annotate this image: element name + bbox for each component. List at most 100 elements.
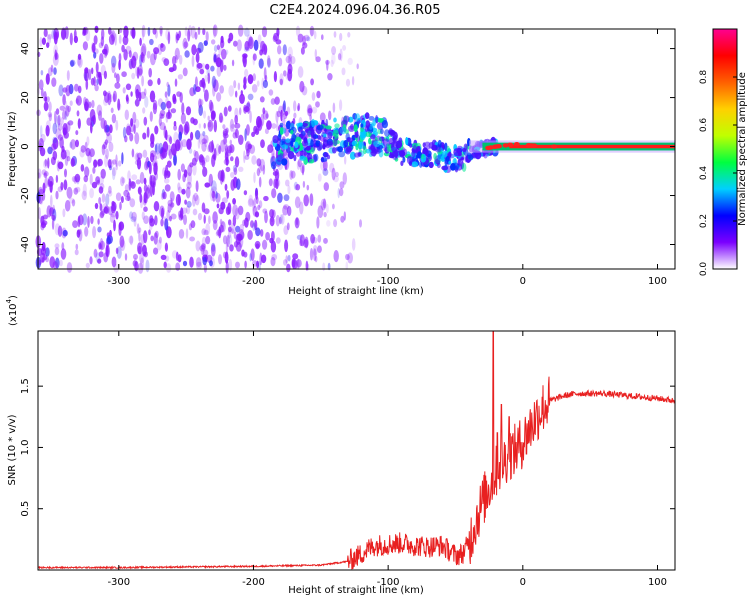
spectrogram-signal-blob (434, 146, 442, 153)
spectrogram-noise-blob (134, 159, 140, 166)
spectrogram-noise-blob (150, 133, 155, 145)
spectrogram-noise-blob (97, 158, 103, 167)
spectrogram-noise-blob (232, 198, 237, 205)
spectrogram-noise-blob (136, 223, 140, 234)
spectrogram-noise-blob (57, 123, 63, 131)
spectrogram-noise-blob (80, 164, 85, 172)
spectrogram-noise-blob (78, 228, 83, 242)
spectrogram-noise-blob (76, 229, 81, 238)
spectrogram-noise-blob (64, 149, 71, 159)
spectrogram-noise-blob (343, 211, 346, 221)
spectrogram-noise-blob (331, 46, 337, 55)
spectrogram-noise-blob (45, 256, 49, 263)
spectrogram-noise-blob (238, 166, 244, 172)
spectrogram-noise-blob (38, 207, 41, 220)
spectrogram-noise-blob (201, 243, 206, 250)
spectrogram-signal-blob (364, 112, 370, 119)
spectrogram-noise-blob (329, 162, 335, 173)
spectrogram-noise-blob (143, 191, 147, 204)
spectrogram-noise-blob (177, 74, 183, 80)
spectrogram-signal-blob (392, 134, 398, 144)
spectrogram-noise-blob (285, 73, 292, 81)
spectrogram-noise-blob (258, 176, 262, 188)
colorbar-label: Normalized spectral amplitude (737, 72, 748, 226)
spectrogram-noise-blob (132, 260, 137, 267)
spectrogram-noise-blob (262, 79, 268, 89)
spectrogram-noise-blob (103, 206, 109, 214)
spectrogram-noise-blob (235, 261, 240, 269)
spectrogram-noise-blob (158, 236, 162, 244)
spectrogram-noise-blob (81, 190, 88, 201)
spectrogram-noise-blob (204, 89, 209, 102)
spectrogram-noise-blob (192, 162, 197, 176)
spectrogram-noise-blob (139, 252, 145, 264)
spectrogram-noise-blob (98, 251, 104, 258)
spectrogram-noise-blob (224, 251, 229, 264)
spectrogram-noise-blob (232, 204, 239, 217)
spectrogram-signal-blob (349, 151, 356, 160)
spectrogram-noise-blob (135, 179, 141, 185)
spectrogram-noise-blob (204, 182, 211, 188)
spectrogram-noise-blob (68, 197, 75, 204)
spectrogram-noise-blob (158, 142, 164, 154)
spectrogram-noise-blob (178, 229, 185, 239)
spectrogram-noise-blob (195, 240, 201, 252)
spectrogram-noise-blob (98, 73, 102, 86)
spectrogram-noise-blob (224, 148, 228, 156)
spectrogram-noise-blob (52, 261, 58, 269)
snr-y-tick-label: 1.0 (20, 439, 31, 455)
spectrogram-noise-blob (315, 56, 321, 63)
spectrogram-noise-blob (71, 199, 76, 207)
spectrogram-noise-blob (39, 125, 43, 138)
spectrogram-noise-blob (170, 143, 177, 156)
spectrogram-noise-blob (234, 128, 239, 139)
spectrogram-noise-blob (113, 219, 116, 232)
spectrogram-noise-blob (166, 144, 172, 156)
spectrogram-noise-blob (248, 36, 254, 50)
spectrogram-signal-blob (380, 128, 384, 135)
spectrogram-noise-blob (90, 215, 94, 225)
spectrogram-noise-blob (114, 72, 117, 79)
spectrogram-noise-blob (265, 113, 269, 119)
spectrogram-noise-blob (202, 166, 208, 177)
spectrogram-noise-blob (351, 238, 356, 251)
spectrogram-noise-blob (302, 42, 308, 49)
spectrogram-noise-blob (134, 132, 140, 145)
spectrogram-noise-blob (186, 138, 192, 150)
spectrogram-noise-blob (159, 29, 163, 37)
spectrogram-noise-blob (142, 132, 147, 140)
spectrogram-noise-blob (52, 53, 59, 66)
spectrogram-signal-blob (332, 129, 339, 138)
spectrogram-noise-blob (223, 64, 227, 71)
spectrogram-noise-blob (154, 143, 158, 153)
spectrogram-noise-blob (342, 172, 347, 185)
spectrogram-noise-blob (61, 145, 65, 153)
spectrogram-noise-blob (230, 123, 236, 129)
spectrogram-noise-blob (279, 78, 283, 86)
spectrogram-noise-blob (46, 96, 50, 103)
spectrogram-noise-blob (194, 130, 201, 140)
spectrogram-noise-blob (139, 195, 144, 209)
spectrogram-noise-blob (244, 128, 247, 142)
spectrogram-noise-blob (159, 25, 164, 35)
spectrogram-noise-blob (67, 120, 74, 126)
spectrogram-noise-blob (126, 123, 131, 136)
spectrogram-noise-blob (57, 225, 63, 237)
spectrogram-noise-blob (152, 27, 157, 35)
colorbar-tick-label: 0.4 (699, 166, 709, 181)
spectrogram-noise-blob (173, 121, 177, 127)
snr-x-tick-label: -100 (377, 577, 400, 588)
spectrogram-noise-blob (304, 236, 309, 249)
spectrogram-noise-blob (316, 90, 321, 99)
spectrogram-noise-blob (190, 117, 195, 124)
spectrogram-noise-blob (74, 249, 79, 256)
spectrogram-signal-blob (362, 145, 367, 155)
colorbar-tick-label: 0.0 (699, 262, 709, 277)
spectrogram-noise-blob (128, 50, 132, 58)
spectrogram-noise-blob (174, 143, 181, 149)
spectrogram-noise-blob (108, 34, 115, 45)
spectrogram-noise-blob (248, 74, 253, 85)
spectrogram-noise-blob (91, 42, 96, 53)
spectrogram-noise-blob (86, 136, 90, 146)
